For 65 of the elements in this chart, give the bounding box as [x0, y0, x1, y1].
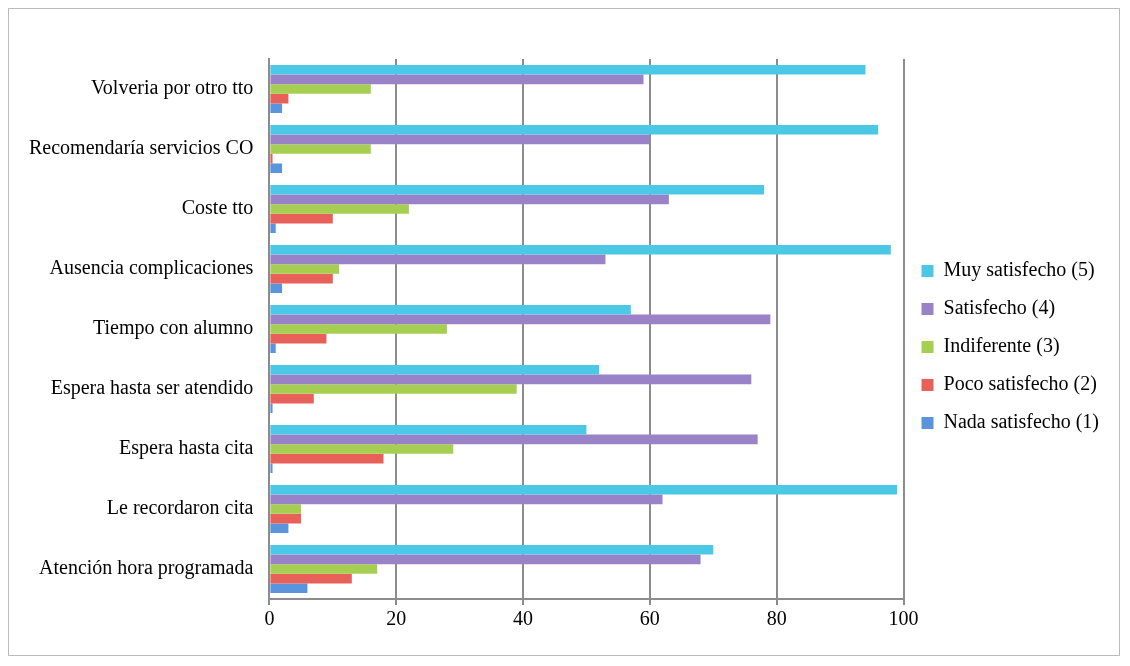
legend-label: Poco satisfecho (2) [943, 372, 1097, 396]
y-tick-label: Coste tto [181, 196, 254, 219]
bar [270, 223, 276, 233]
bar [270, 283, 283, 293]
bar [270, 513, 302, 524]
bar [270, 163, 283, 173]
bar [270, 213, 333, 224]
x-tick-label: 80 [766, 607, 787, 630]
x-tick-label: 100 [888, 607, 919, 630]
y-tick-label: Recomendaría servicios CO [29, 136, 254, 159]
x-tick-label: 0 [264, 607, 275, 630]
bar [270, 573, 352, 584]
bar [270, 264, 340, 274]
bar [270, 453, 384, 464]
y-tick-label: Le recordaron cita [106, 496, 254, 519]
bar [270, 314, 771, 325]
bar [270, 583, 308, 593]
bar [270, 74, 644, 85]
bar [270, 365, 600, 375]
x-tick-label: 40 [513, 607, 534, 630]
bar [270, 425, 587, 435]
bar [270, 485, 898, 495]
y-tick-label: Volveria por otro tto [90, 76, 254, 100]
bar [270, 545, 714, 555]
bar [270, 93, 289, 104]
bar [270, 103, 283, 113]
bar [270, 153, 273, 164]
bar [270, 343, 276, 353]
bar [270, 434, 758, 445]
legend-label: Satisfecho (4) [943, 296, 1056, 320]
bar [270, 273, 333, 284]
bar [270, 403, 273, 413]
y-tick-label: Espera hasta ser atendido [50, 376, 254, 400]
bar [270, 384, 517, 394]
bar [270, 504, 302, 514]
bar [270, 134, 650, 145]
bar [270, 523, 289, 533]
bar [270, 194, 669, 205]
legend-label: Indiferente (3) [943, 334, 1060, 358]
y-tick-label: Tiempo con alumno [93, 316, 254, 340]
bar [270, 324, 447, 334]
bar [270, 463, 273, 473]
bar [270, 333, 327, 344]
bar [270, 204, 409, 214]
y-tick-label: Espera hasta cita [119, 436, 254, 460]
bar [270, 245, 891, 255]
bar [270, 254, 606, 265]
legend-label: Muy satisfecho (5) [943, 258, 1095, 282]
bar [270, 185, 764, 195]
bar [270, 125, 879, 135]
x-tick-label: 20 [386, 607, 407, 630]
bar [270, 374, 752, 385]
bar [270, 305, 631, 315]
legend-label: Nada satisfecho (1) [943, 410, 1100, 434]
y-tick-label: Atención hora programada [39, 556, 254, 580]
bar [270, 564, 378, 574]
bar [270, 393, 314, 404]
bar [270, 444, 454, 454]
bar [270, 554, 701, 565]
bar [270, 144, 371, 154]
y-tick-label: Ausencia complicaciones [49, 256, 254, 280]
bar [270, 84, 371, 94]
bar [270, 65, 866, 75]
x-tick-label: 60 [639, 607, 660, 630]
bar [270, 494, 663, 505]
